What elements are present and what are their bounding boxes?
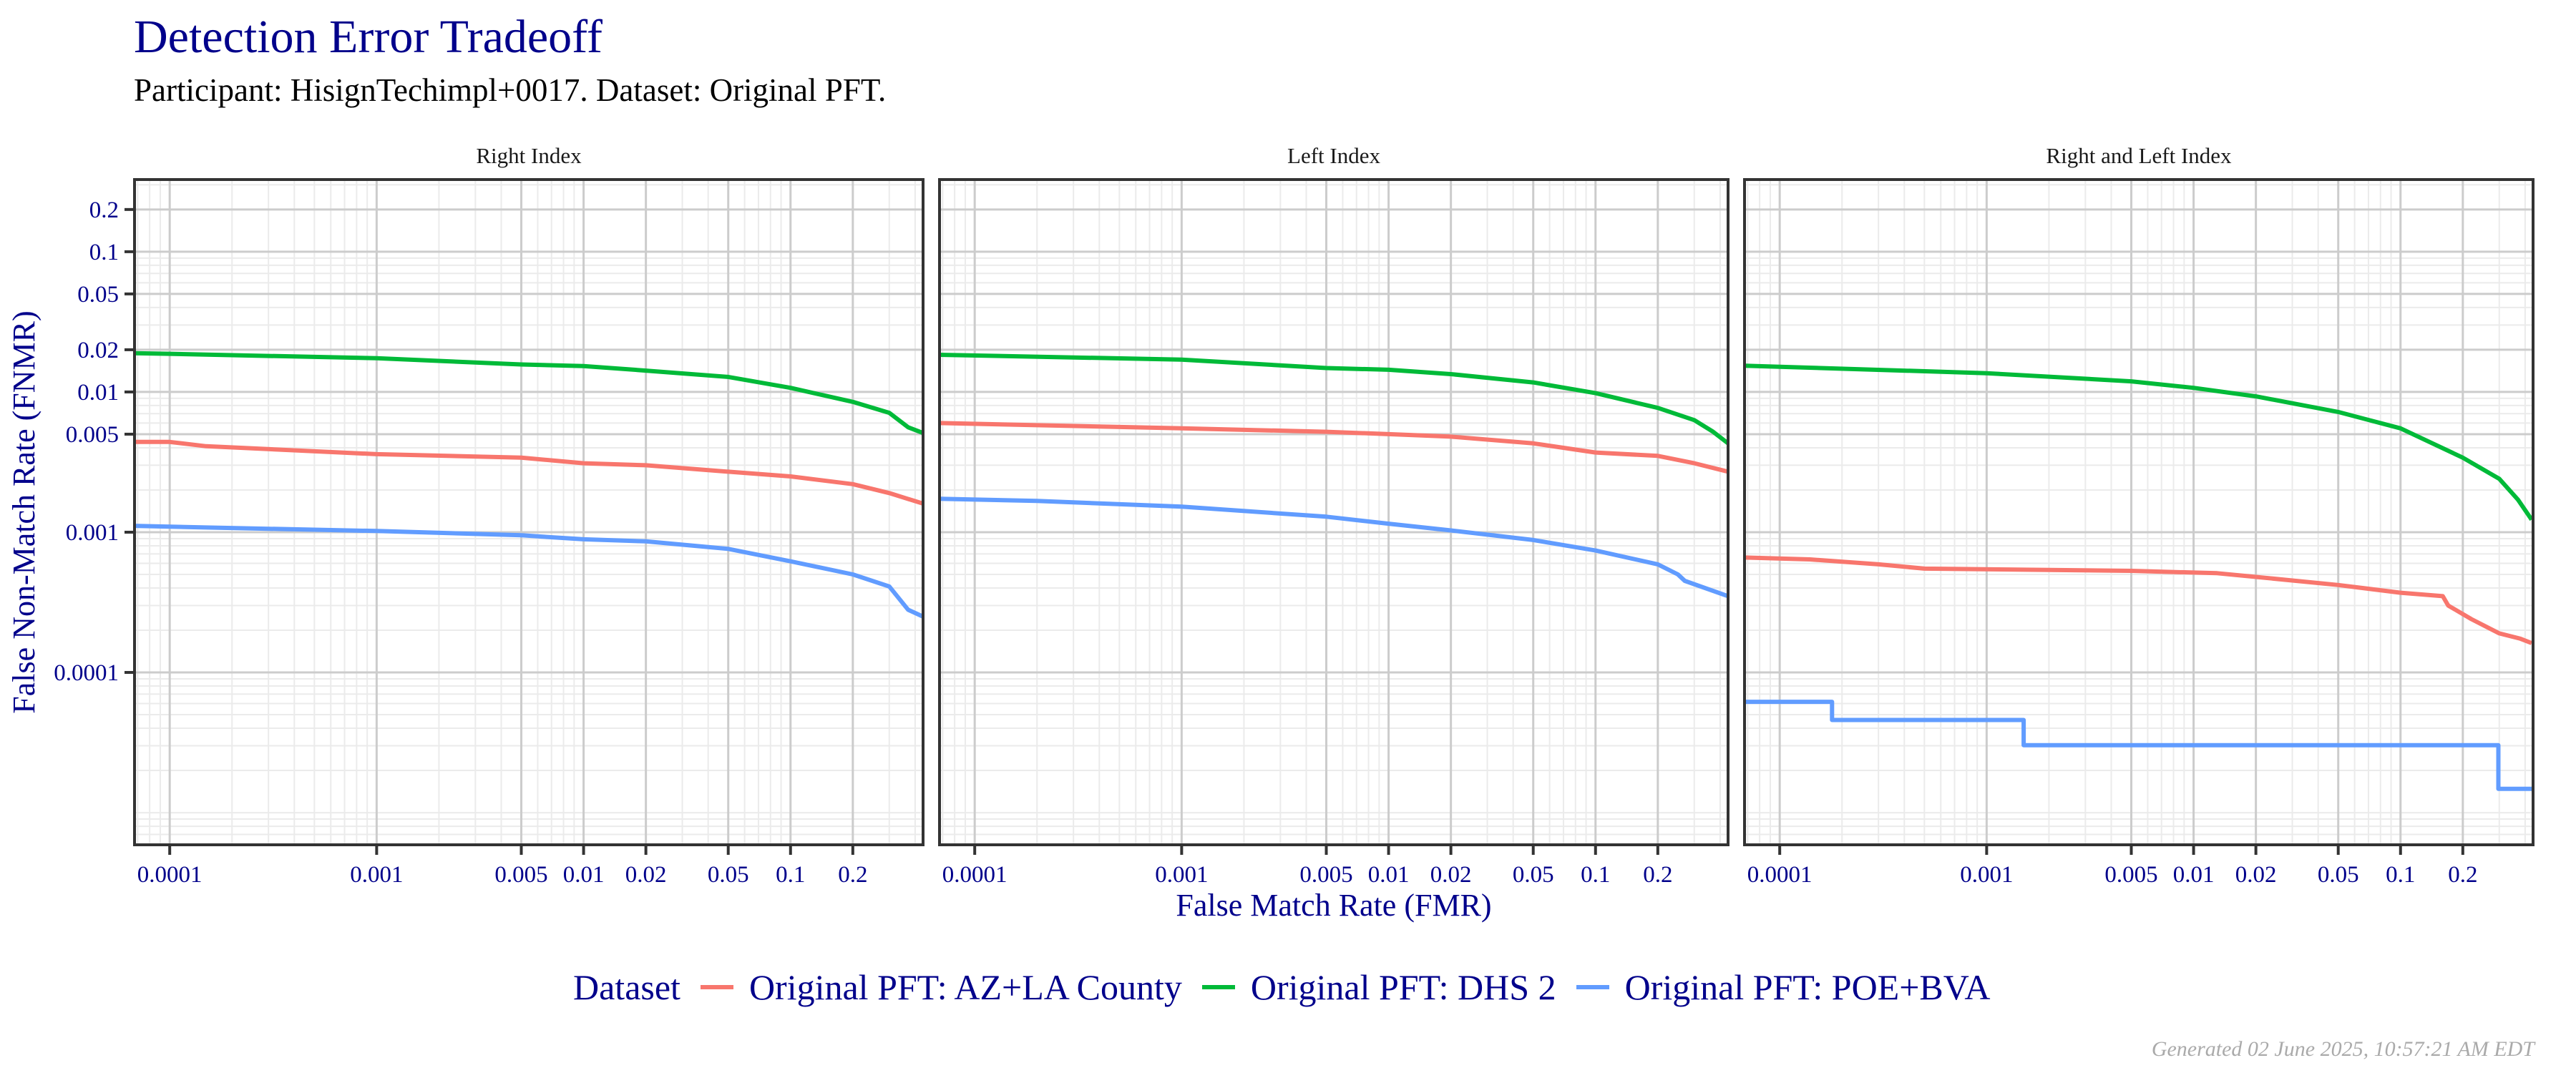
x-tick-label: 0.0001 [1747,862,1813,888]
chart-title: Detection Error Tradeoff [134,11,602,63]
series-line [134,351,924,436]
legend: Dataset Original PFT: AZ+LA County Origi… [573,966,1991,1009]
facet-title: Left Index [1287,143,1380,168]
y-tick-label: 0.001 [66,520,119,546]
x-tick-label: 0.02 [1430,862,1472,888]
x-tick-label: 0.2 [838,862,867,888]
y-tick-label: 0.05 [77,282,119,308]
panel-border [133,178,924,846]
x-tick-label: 0.05 [708,862,749,888]
series-line [939,353,1729,446]
x-tick-label: 0.05 [1513,862,1554,888]
panel-border [938,178,1729,846]
series-line [135,439,924,506]
panel-border [1743,178,2534,846]
series-line [1745,700,2532,791]
facet-panel: Left Index 0.0001 0.001 0.005 0.01 0.02 0.05 0.… [938,143,1729,888]
x-tick-label: 0.02 [2235,862,2277,888]
x-tick-label: 0.02 [625,862,667,888]
legend-key-poe-bva [1576,985,1609,989]
series-line [939,496,1729,599]
x-tick-label: 0.001 [1155,862,1208,888]
facet-title: Right Index [476,143,582,168]
y-tick-label: 0.1 [89,240,119,265]
legend-key-az-la-county [700,985,733,989]
x-tick-label: 0.05 [2318,862,2359,888]
x-tick-label: 0.1 [2386,862,2415,888]
legend-key-dhs2 [1201,985,1235,989]
facet-title: Right and Left Index [2046,143,2232,168]
x-tick-label: 0.01 [1368,862,1410,888]
x-tick-label: 0.1 [776,862,805,888]
legend-label-poe-bva: Original PFT: POE+BVA [1624,967,1991,1007]
y-tick-label: 0.2 [89,197,119,223]
facet-panel: Right Index 0.0001 0.001 0.005 0.01 0.02 0.05 0… [133,143,924,888]
x-tick-label: 0.01 [2173,862,2215,888]
x-tick-label: 0.0001 [137,862,203,888]
series-line [1744,555,2533,645]
y-tick-label: 0.005 [66,422,119,448]
series-line [939,421,1729,474]
legend-title: Dataset [573,967,680,1007]
series-line [1744,363,2534,521]
x-tick-label: 0.001 [350,862,403,888]
x-tick-label: 0.01 [563,862,605,888]
x-tick-label: 0.2 [2448,862,2477,888]
y-tick-label: 0.02 [77,338,119,363]
x-tick-label: 0.2 [1643,862,1672,888]
x-tick-label: 0.1 [1581,862,1610,888]
chart-subtitle: Participant: HisignTechimpl+0017. Datase… [134,72,887,108]
panel-background [135,180,923,845]
x-tick-label: 0.001 [1960,862,2013,888]
x-tick-label: 0.005 [1299,862,1352,888]
panel-background [1745,180,2533,845]
legend-label-az-la-county: Original PFT: AZ+LA County [748,967,1182,1007]
x-axis-title: False Match Rate (FMR) [1176,888,1491,923]
y-axis-title: False Non-Match Rate (FNMR) [6,310,42,713]
y-tick-label: 0.01 [77,380,119,406]
y-tick-label: 0.0001 [54,660,119,686]
x-tick-label: 0.005 [494,862,547,888]
panel-background [940,180,1728,845]
x-tick-label: 0.0001 [942,862,1008,888]
series-line [134,524,924,619]
x-tick-label: 0.005 [2104,862,2157,888]
generated-timestamp: Generated 02 June 2025, 10:57:21 AM EDT [2151,1037,2534,1061]
facet-panel: Right and Left Index 0.0001 0.001 0.005 0.01… [1743,143,2534,888]
legend-label-dhs2: Original PFT: DHS 2 [1250,967,1556,1007]
